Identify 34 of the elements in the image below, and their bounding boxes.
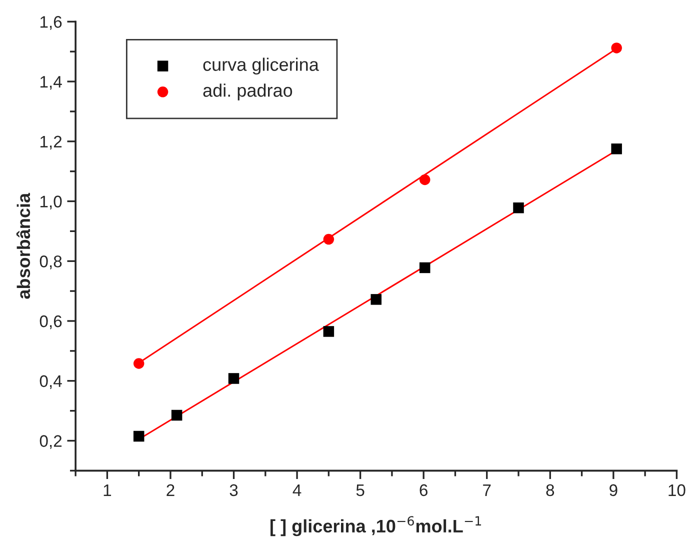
x-tick-label: 4 [292,484,302,496]
point [171,410,182,421]
y-tick-label: 1,0 [40,196,62,210]
x-tick-label: 9 [610,484,618,496]
y-tick-label: 0,4 [40,375,62,390]
y-tick-label: 0,2 [40,435,62,449]
y-tick-label: 1,6 [40,16,62,30]
x-tick-label: 5 [356,484,364,496]
point [323,234,334,245]
point [513,202,524,214]
legend-label: adi. padrao [203,84,292,100]
x-tick-label: 7 [483,484,491,496]
y-tick-label: 1,4 [40,76,62,90]
point [370,294,382,305]
x-tick-label: 2 [166,484,174,496]
x-axis-title: [ ] glicerina ,10$^{−6}$mol.L$^{−1}$ [270,516,482,536]
x-tick-label: 1 [104,484,112,496]
legend-label: curva glicerina [203,58,319,75]
y-tick-label: 0,6 [40,315,62,330]
y-axis-title: absorbância [16,192,30,299]
point [323,326,334,337]
point [419,174,430,186]
y-tick-label: 1,2 [40,136,62,150]
point [133,430,144,442]
x-tick-label: 10 [668,484,686,496]
x-tick-label: 8 [546,484,554,496]
y-tick-label: 0,8 [40,256,62,270]
x-tick-label: 6 [420,484,428,496]
point [611,42,622,54]
point [133,358,144,369]
point [419,262,430,274]
point [228,373,240,384]
point [611,143,622,154]
x-tick-label: 3 [230,484,238,496]
